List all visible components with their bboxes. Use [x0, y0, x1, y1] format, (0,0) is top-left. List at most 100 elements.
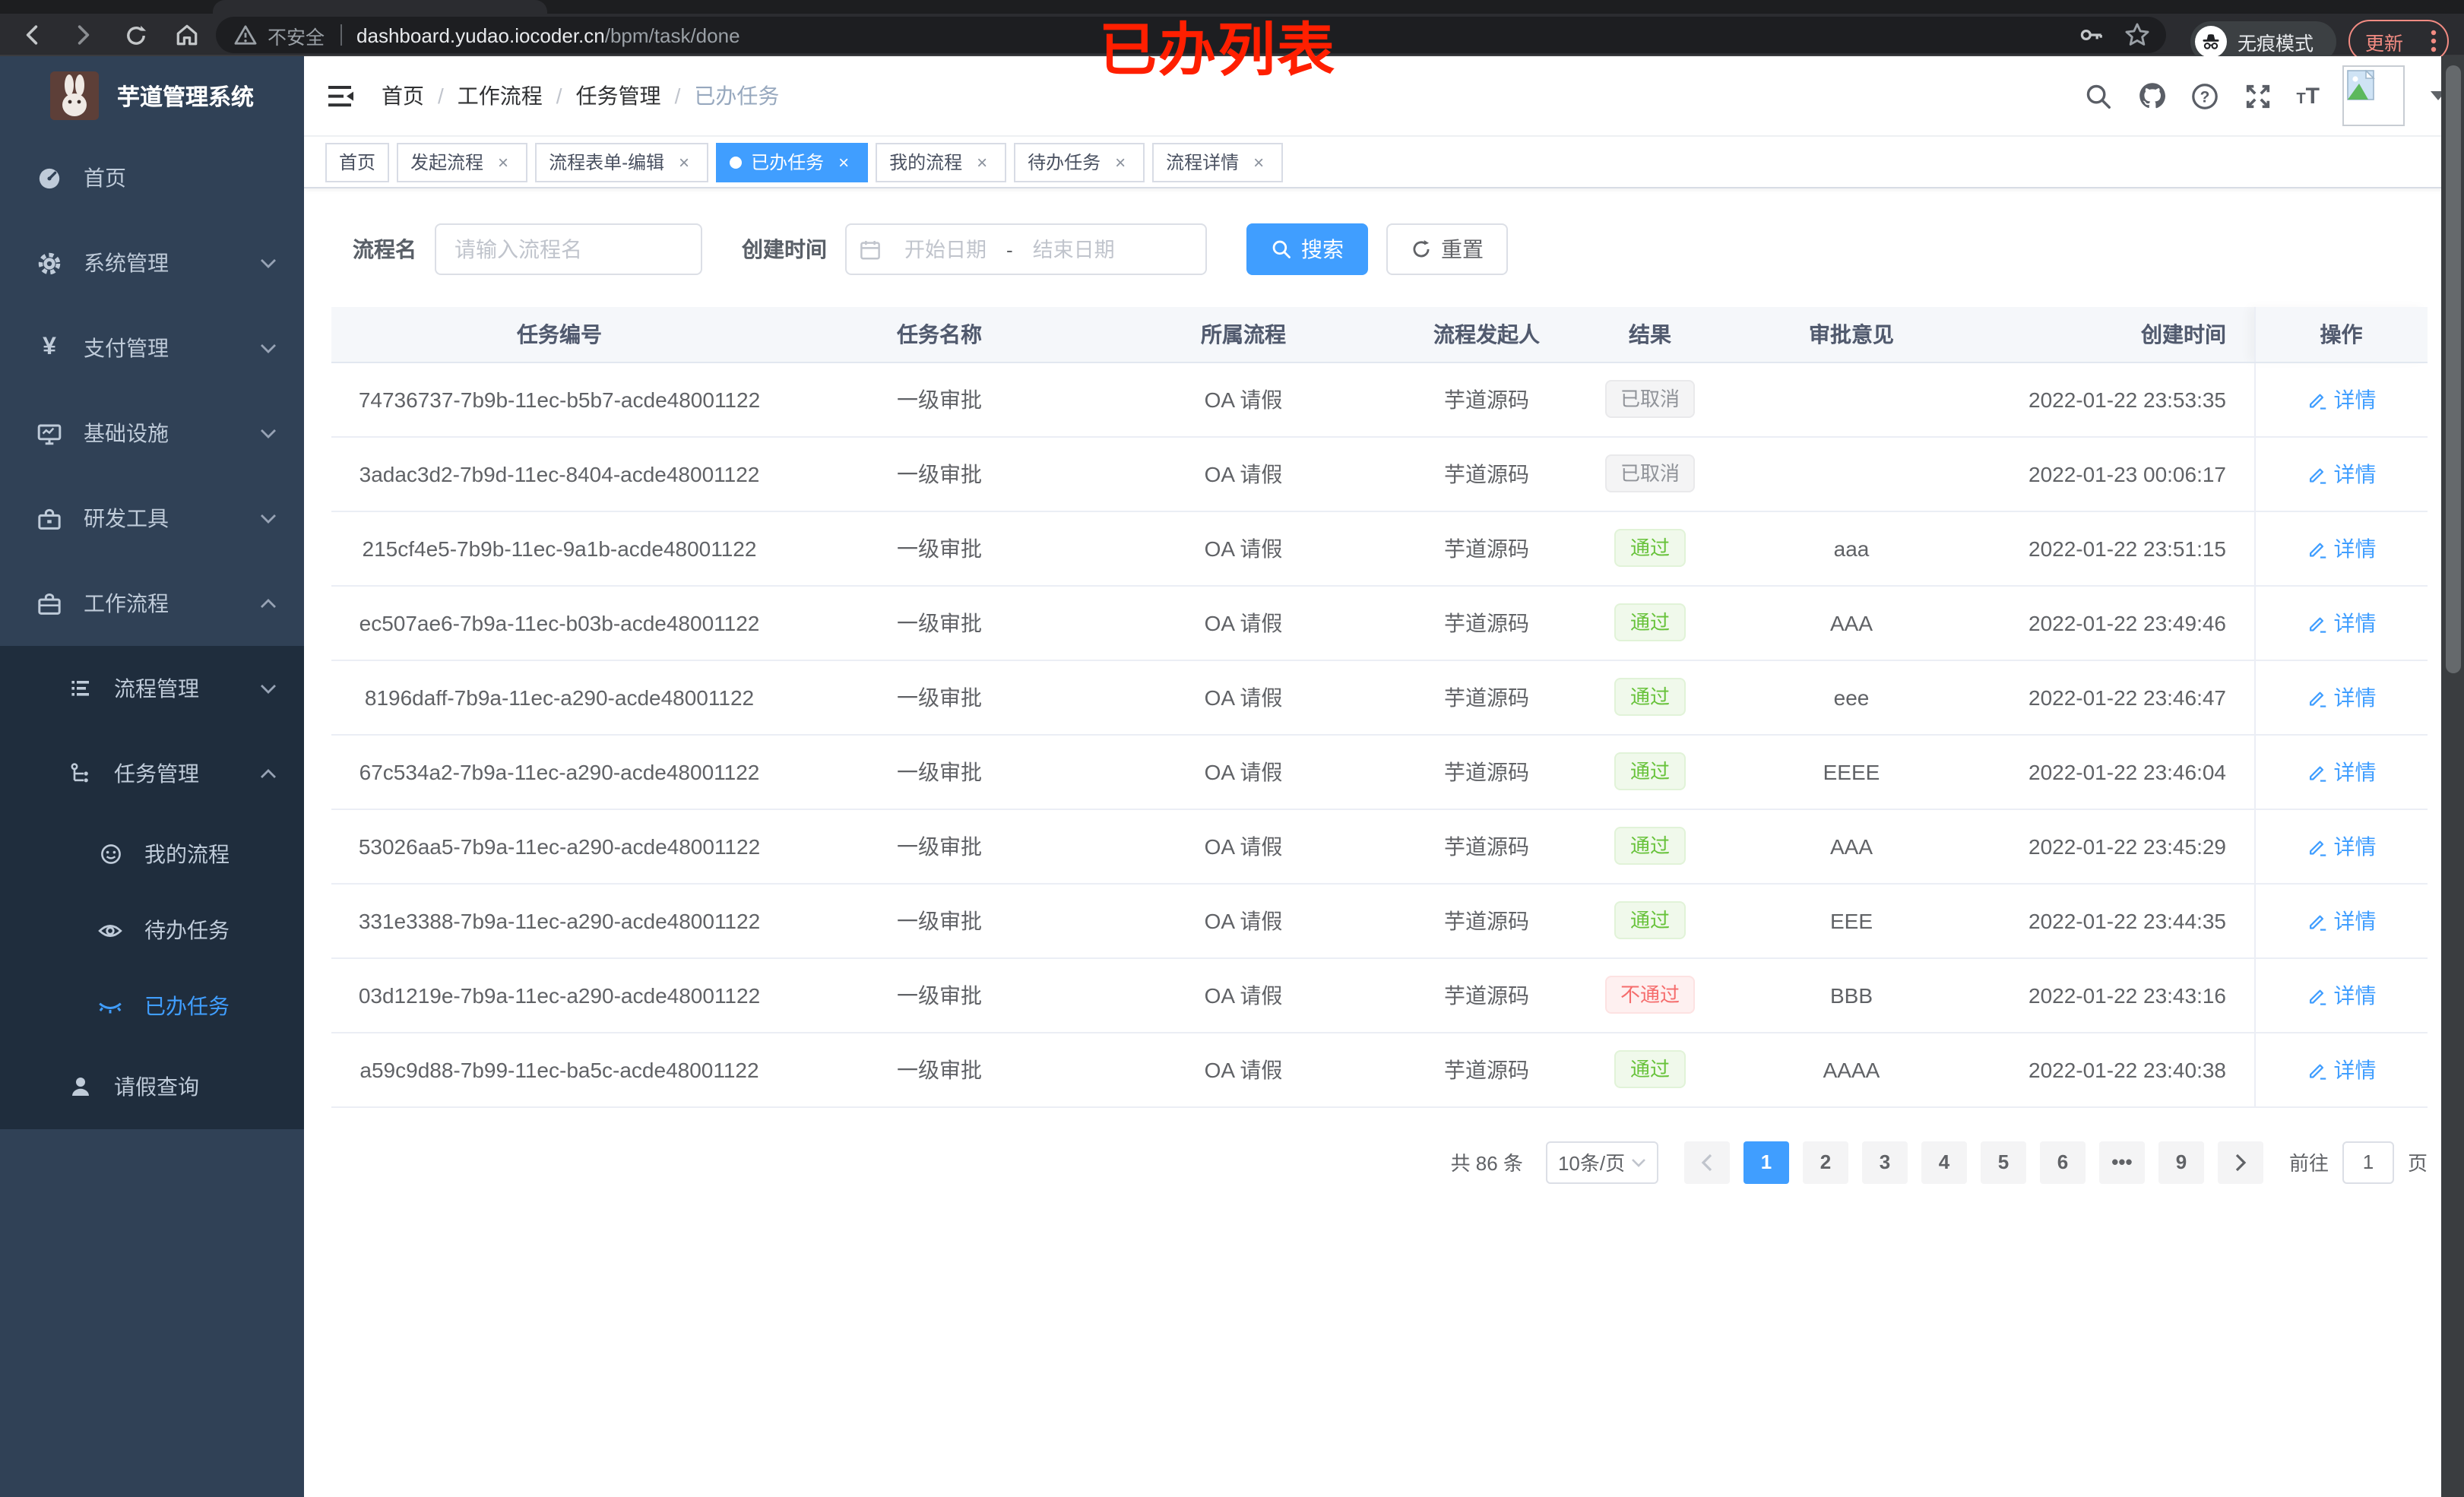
edit-icon	[2310, 691, 2326, 707]
sidebar-item-task-mgmt[interactable]: 任务管理	[0, 731, 304, 816]
end-date-input[interactable]	[1015, 238, 1132, 261]
url-bar[interactable]: 不安全 dashboard.yudao.iocoder.cn/bpm/task/…	[216, 17, 2166, 53]
workflow-submenu: 流程管理 任务管理 我的流程	[0, 646, 304, 1129]
page-scrollbar[interactable]	[2441, 56, 2464, 1497]
process-name-label: 流程名	[353, 237, 416, 261]
detail-link[interactable]: 详情	[2307, 905, 2377, 935]
tag-start-process[interactable]: 发起流程 ×	[397, 142, 528, 182]
cell-starter: 芋道源码	[1395, 585, 1578, 660]
cell-process: OA 请假	[1091, 362, 1395, 437]
page-button-5[interactable]: 5	[1980, 1141, 2026, 1183]
tag-todo-tasks[interactable]: 待办任务 ×	[1014, 142, 1145, 182]
detail-link[interactable]: 详情	[2307, 384, 2377, 414]
scrollbar-thumb[interactable]	[2445, 65, 2460, 673]
close-icon[interactable]: ×	[679, 151, 690, 172]
home-icon[interactable]	[172, 20, 202, 50]
close-icon[interactable]: ×	[1253, 151, 1265, 172]
page-button-4[interactable]: 4	[1921, 1141, 1967, 1183]
chevron-right-icon	[2235, 1153, 2247, 1171]
sidebar-item-devtools[interactable]: 研发工具	[0, 476, 304, 561]
tag-home[interactable]: 首页	[325, 142, 390, 182]
sidebar-item-my-process[interactable]: 我的流程	[0, 816, 304, 892]
sidebar-item-system[interactable]: 系统管理	[0, 220, 304, 305]
incognito-badge[interactable]: 无痕模式	[2190, 21, 2336, 62]
breadcrumb-item[interactable]: 首页	[382, 84, 424, 108]
logo-image	[50, 71, 99, 120]
browser-tab[interactable]	[213, 0, 547, 15]
back-icon[interactable]	[17, 20, 47, 50]
detail-link[interactable]: 详情	[2307, 533, 2377, 563]
close-icon[interactable]: ×	[977, 151, 988, 172]
page-size-select[interactable]: 10条/页	[1545, 1141, 1658, 1183]
sidebar-item-infra[interactable]: 基础设施	[0, 391, 304, 476]
process-name-input[interactable]	[435, 223, 702, 275]
result-tag: 通过	[1614, 678, 1685, 716]
tag-my-process[interactable]: 我的流程 ×	[876, 142, 1007, 182]
close-icon[interactable]: ×	[498, 151, 509, 172]
create-time-label: 创建时间	[742, 237, 827, 261]
cell-starter: 芋道源码	[1395, 362, 1578, 437]
cell-task-id: 74736737-7b9b-11ec-b5b7-acde48001122	[331, 362, 787, 437]
detail-link[interactable]: 详情	[2307, 1054, 2377, 1084]
hamburger-icon[interactable]	[328, 84, 354, 107]
next-page-button[interactable]	[2217, 1141, 2263, 1183]
help-icon[interactable]: ?	[2190, 81, 2220, 111]
detail-link[interactable]: 详情	[2307, 980, 2377, 1010]
prev-page-button[interactable]	[1683, 1141, 1730, 1183]
date-range-picker[interactable]: -	[845, 223, 1207, 275]
sidebar-item-payment[interactable]: ¥ 支付管理	[0, 305, 304, 391]
page-button-6[interactable]: 6	[2039, 1141, 2086, 1183]
forward-icon[interactable]	[68, 20, 99, 50]
tree-icon	[67, 761, 93, 786]
goto-page-input[interactable]	[2342, 1141, 2394, 1183]
detail-link[interactable]: 详情	[2307, 831, 2377, 861]
page-ellipsis-button[interactable]: •••	[2098, 1141, 2145, 1183]
detail-link[interactable]: 详情	[2307, 607, 2377, 638]
cell-task-name: 一级审批	[787, 809, 1091, 884]
page-button-9[interactable]: 9	[2158, 1141, 2204, 1183]
start-date-input[interactable]	[888, 238, 1003, 261]
breadcrumb-item[interactable]: 任务管理	[575, 84, 661, 108]
password-key-icon[interactable]	[2078, 21, 2105, 49]
page-button-1[interactable]: 1	[1743, 1141, 1789, 1183]
cell-task-id: 8196daff-7b9a-11ec-a290-acde48001122	[331, 660, 787, 735]
sidebar-item-workflow[interactable]: 工作流程	[0, 561, 304, 646]
avatar[interactable]	[2342, 65, 2405, 126]
bookmark-star-icon[interactable]	[2124, 21, 2151, 49]
cell-comment	[1722, 436, 1981, 511]
github-icon[interactable]	[2136, 81, 2167, 111]
fullscreen-icon[interactable]	[2243, 81, 2273, 111]
cell-starter: 芋道源码	[1395, 1032, 1578, 1107]
close-icon[interactable]: ×	[1115, 151, 1126, 172]
close-icon[interactable]: ×	[838, 151, 850, 172]
reload-icon[interactable]	[120, 20, 150, 50]
browser-menu-icon[interactable]	[2431, 29, 2437, 53]
reset-button[interactable]: 重置	[1386, 223, 1508, 275]
cell-task-name: 一级审批	[787, 511, 1091, 586]
page-button-2[interactable]: 2	[1802, 1141, 1848, 1183]
tag-done-tasks[interactable]: 已办任务 ×	[716, 142, 869, 182]
sidebar-item-todo-tasks[interactable]: 待办任务	[0, 892, 304, 968]
cell-comment: BBB	[1722, 957, 1981, 1033]
main-area: 首页 / 工作流程 / 任务管理 / 已办任务 ?	[304, 56, 2464, 1497]
tag-form-edit[interactable]: 流程表单-编辑 ×	[535, 142, 709, 182]
eye-icon	[97, 917, 123, 943]
detail-link[interactable]: 详情	[2307, 682, 2377, 712]
logo[interactable]: 芋道管理系统	[0, 56, 304, 135]
sidebar-item-process-mgmt[interactable]: 流程管理	[0, 646, 304, 731]
sidebar-item-leave-query[interactable]: 请假查询	[0, 1044, 304, 1129]
edit-icon	[2310, 840, 2326, 856]
search-icon[interactable]	[2083, 81, 2114, 111]
detail-link[interactable]: 详情	[2307, 756, 2377, 786]
reset-button-label: 重置	[1441, 237, 1484, 261]
sidebar-item-home[interactable]: 首页	[0, 135, 304, 220]
page-button-3[interactable]: 3	[1861, 1141, 1908, 1183]
breadcrumb-item[interactable]: 工作流程	[457, 84, 543, 108]
result-tag: 通过	[1614, 1050, 1685, 1088]
cell-task-id: 331e3388-7b9a-11ec-a290-acde48001122	[331, 883, 787, 958]
search-button[interactable]: 搜索	[1246, 223, 1368, 275]
tag-process-detail[interactable]: 流程详情 ×	[1152, 142, 1284, 182]
sidebar-item-done-tasks[interactable]: 已办任务	[0, 968, 304, 1044]
detail-link[interactable]: 详情	[2307, 458, 2377, 489]
